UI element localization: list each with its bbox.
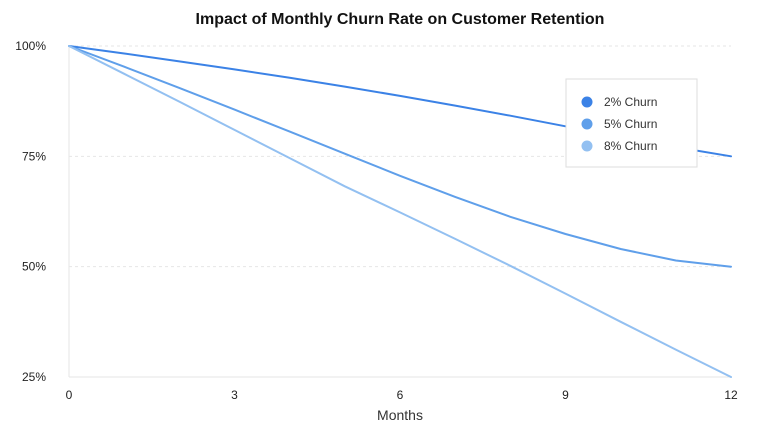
- x-tick-label: 6: [397, 388, 404, 402]
- x-axis-title: Months: [377, 407, 423, 423]
- legend-label: 2% Churn: [604, 95, 657, 109]
- chart-title: Impact of Monthly Churn Rate on Customer…: [196, 11, 605, 28]
- x-tick-label: 9: [562, 388, 569, 402]
- x-tick-label: 12: [724, 388, 738, 402]
- y-tick-label: 50%: [22, 260, 46, 274]
- x-tick-label: 3: [231, 388, 238, 402]
- y-tick-label: 100%: [15, 39, 46, 53]
- legend-label: 8% Churn: [604, 139, 657, 153]
- legend-swatch: [582, 141, 593, 152]
- legend-label: 5% Churn: [604, 117, 657, 131]
- legend-swatch: [582, 97, 593, 108]
- x-tick-label: 0: [66, 388, 73, 402]
- legend: 2% Churn 5% Churn 8% Churn: [566, 79, 697, 167]
- churn-retention-chart: Impact of Monthly Churn Rate on Customer…: [0, 0, 768, 427]
- y-tick-label: 75%: [22, 149, 46, 163]
- y-tick-label: 25%: [22, 370, 46, 384]
- legend-swatch: [582, 119, 593, 130]
